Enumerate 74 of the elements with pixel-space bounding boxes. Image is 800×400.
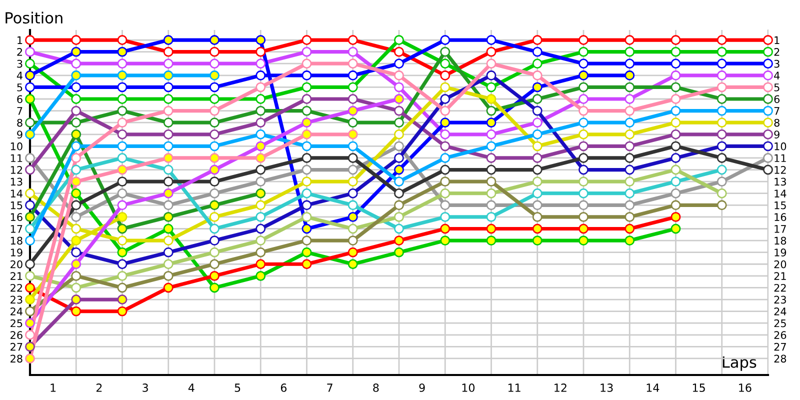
y-tick-label: 3	[17, 60, 22, 68]
y2-tick-label: 14	[774, 190, 786, 198]
y2-tick-label: 15	[774, 202, 786, 210]
y2-tick-label: 22	[774, 284, 786, 292]
y2-tick-label: 12	[774, 166, 786, 174]
y-tick-label: 9	[17, 130, 22, 138]
x-tick-label: 6	[280, 384, 287, 392]
y2-tick-label: 21	[774, 272, 786, 280]
y-tick-label: 11	[10, 154, 22, 162]
y-tick-label: 15	[10, 202, 22, 210]
y2-tick-label: 8	[774, 118, 780, 127]
y-tick-label: 6	[17, 95, 22, 104]
x-tick-label: 2	[96, 384, 102, 392]
x-tick-label: 1	[50, 384, 56, 392]
y2-tick-label: 7	[774, 107, 780, 115]
x-tick-label: 4	[188, 384, 194, 392]
x-tick-label: 8	[373, 384, 379, 392]
y2-tick-label: 3	[774, 60, 780, 68]
y2-tick-label: 26	[774, 331, 786, 340]
y2-tick-label: 17	[774, 225, 786, 233]
x-tick-label: 3	[142, 384, 148, 392]
x-axis-title: Laps	[722, 356, 756, 371]
y-tick-label: 24	[10, 308, 22, 316]
y2-tick-label: 6	[774, 95, 780, 104]
y-tick-label: 20	[10, 260, 22, 268]
y2-tick-label: 20	[774, 260, 786, 268]
y-tick-label: 22	[10, 284, 22, 292]
x-tick-label: 15	[692, 384, 705, 392]
x-tick-label: 16	[739, 384, 752, 392]
y-tick-label: 26	[10, 331, 22, 340]
y-tick-label: 4	[16, 72, 22, 80]
y2-tick-label: 19	[774, 248, 786, 256]
y-tick-label: 17	[10, 225, 22, 233]
y2-tick-label: 28	[774, 354, 786, 363]
x-tick-label: 11	[508, 384, 520, 392]
y-tick-label: 8	[17, 118, 22, 127]
x-tick-label: 12	[554, 384, 566, 392]
y-tick-label: 27	[10, 342, 22, 351]
y-tick-label: 10	[10, 142, 22, 150]
y2-tick-label: 5	[774, 84, 780, 92]
y-tick-label: 1	[18, 36, 22, 44]
y2-tick-label: 4	[774, 72, 780, 80]
y2-tick-label: 25	[774, 319, 786, 328]
y-tick-label: 12	[10, 166, 22, 174]
y-tick-label: 2	[17, 48, 22, 56]
y-tick-label: 13	[10, 178, 22, 186]
y2-tick-label: 27	[774, 342, 786, 351]
y-tick-label: 28	[10, 354, 22, 363]
y-tick-label: 7	[17, 107, 22, 115]
y2-tick-label: 16	[774, 213, 786, 222]
y2-tick-label: 2	[774, 48, 780, 56]
y-tick-label: 25	[10, 319, 22, 328]
y-tick-label: 21	[10, 272, 22, 280]
y2-tick-label: 11	[774, 154, 786, 162]
y2-tick-label: 18	[774, 236, 786, 245]
x-tick-label: 9	[419, 384, 425, 392]
x-tick-label: 13	[600, 384, 613, 392]
y2-tick-label: 23	[774, 296, 786, 304]
y2-tick-label: 9	[774, 130, 780, 138]
y2-tick-label: 13	[774, 178, 786, 186]
y-axis-title: Position	[6, 12, 62, 24]
y2-tick-label: 24	[774, 308, 786, 316]
y2-tick-label: 1	[774, 36, 780, 44]
y-tick-label: 18	[10, 236, 22, 245]
y2-tick-label: 10	[774, 142, 786, 150]
y-tick-label: 19	[10, 248, 22, 256]
y-tick-label: 16	[10, 213, 22, 222]
y-tick-label: 14	[10, 190, 22, 198]
y-tick-label: 23	[10, 296, 22, 304]
x-tick-label: 14	[646, 384, 660, 392]
y-tick-label: 5	[17, 84, 22, 92]
x-tick-label: 10	[462, 384, 475, 392]
x-tick-label: 7	[327, 384, 332, 392]
x-tick-label: 5	[234, 384, 240, 392]
